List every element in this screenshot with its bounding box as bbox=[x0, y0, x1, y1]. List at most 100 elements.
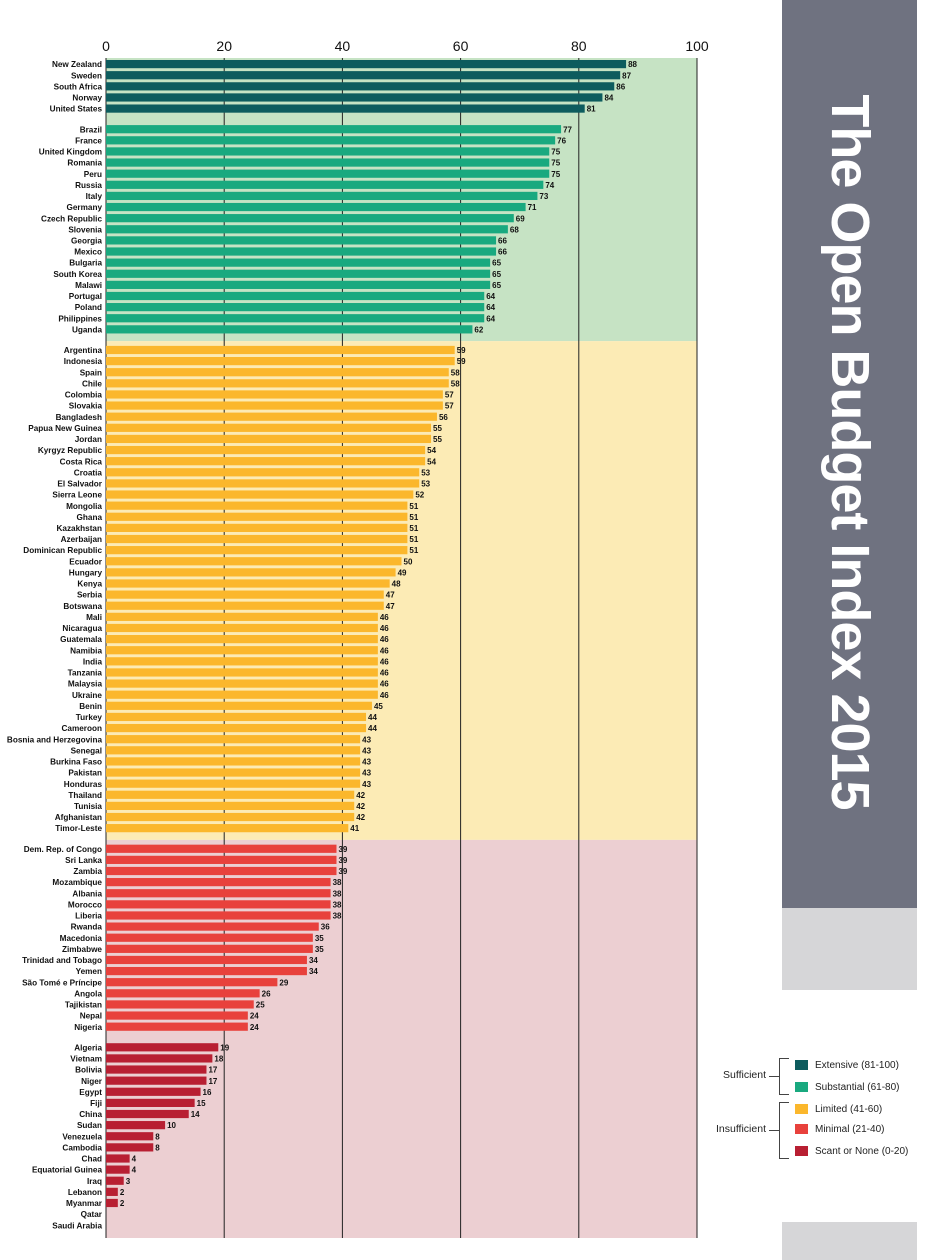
data-label: 49 bbox=[398, 568, 407, 577]
country-label: South Africa bbox=[54, 82, 103, 91]
data-label: 46 bbox=[380, 613, 389, 622]
country-label: Pakistan bbox=[68, 769, 102, 778]
data-label: 10 bbox=[167, 1121, 176, 1130]
country-label: Liberia bbox=[75, 912, 102, 921]
data-label: 2 bbox=[120, 1199, 125, 1208]
bar bbox=[106, 479, 420, 488]
country-label: Trinidad and Tobago bbox=[22, 956, 102, 965]
country-label: Poland bbox=[75, 303, 102, 312]
country-label: United Kingdom bbox=[39, 148, 102, 157]
bar bbox=[106, 60, 627, 69]
data-label: 75 bbox=[551, 159, 560, 168]
bar bbox=[106, 71, 621, 80]
data-label: 18 bbox=[214, 1055, 223, 1064]
country-label: Indonesia bbox=[64, 357, 103, 366]
bar bbox=[106, 590, 384, 599]
bar bbox=[106, 1000, 254, 1009]
country-label: Sweden bbox=[71, 71, 102, 80]
chart-title: The Open Budget Index 2015 bbox=[820, 94, 880, 810]
bar bbox=[106, 512, 408, 521]
country-label: Norway bbox=[72, 94, 102, 103]
legend-label: Minimal (21-40) bbox=[815, 1123, 885, 1135]
data-label: 81 bbox=[587, 105, 596, 114]
country-label: Dem. Rep. of Congo bbox=[24, 845, 102, 854]
country-label: Equatorial Guinea bbox=[32, 1166, 103, 1175]
country-label: Malaysia bbox=[68, 680, 103, 689]
country-label: Iraq bbox=[87, 1177, 102, 1186]
bar bbox=[106, 1022, 248, 1031]
bar bbox=[106, 812, 355, 822]
country-label: Egypt bbox=[79, 1088, 102, 1097]
country-label: Nigeria bbox=[74, 1023, 102, 1032]
data-label: 46 bbox=[380, 669, 389, 678]
data-label: 48 bbox=[392, 580, 401, 589]
bar bbox=[106, 468, 420, 477]
data-label: 62 bbox=[474, 325, 483, 334]
country-label: Argentina bbox=[64, 346, 103, 355]
country-label: Bulgaria bbox=[69, 259, 102, 268]
bar bbox=[106, 325, 473, 334]
bar bbox=[106, 1043, 219, 1052]
bar bbox=[106, 490, 414, 499]
legend-item: Extensive (81-100) bbox=[795, 1058, 899, 1072]
bar bbox=[106, 236, 497, 245]
data-label: 64 bbox=[486, 314, 495, 323]
bar bbox=[106, 746, 361, 755]
data-label: 86 bbox=[616, 82, 625, 91]
bar bbox=[106, 933, 313, 942]
bar bbox=[106, 768, 361, 777]
country-label: Slovakia bbox=[69, 402, 103, 411]
legend-bracket bbox=[779, 1102, 780, 1158]
country-label: Cameroon bbox=[62, 724, 103, 733]
data-label: 54 bbox=[427, 446, 436, 455]
bar bbox=[106, 104, 585, 113]
data-label: 75 bbox=[551, 170, 560, 179]
country-label: Chad bbox=[82, 1155, 102, 1164]
country-label: Brazil bbox=[80, 125, 102, 134]
country-label: Burkina Faso bbox=[50, 758, 102, 767]
bar bbox=[106, 345, 455, 355]
bar bbox=[106, 866, 337, 876]
country-label: Tanzania bbox=[68, 669, 103, 678]
bar bbox=[106, 225, 508, 234]
legend-bracket-tick bbox=[769, 1076, 779, 1077]
x-tick-label: 40 bbox=[335, 38, 351, 54]
country-label: Chile bbox=[82, 379, 102, 388]
data-label: 17 bbox=[208, 1066, 217, 1075]
legend-label: Substantial (61-80) bbox=[815, 1081, 900, 1093]
bar bbox=[106, 1121, 166, 1130]
title-banner-light bbox=[782, 908, 917, 990]
country-label: Afghanistan bbox=[55, 813, 102, 822]
data-label: 43 bbox=[362, 758, 371, 767]
country-label: Honduras bbox=[64, 780, 103, 789]
bar bbox=[106, 191, 538, 201]
data-label: 74 bbox=[545, 181, 554, 190]
data-label: 39 bbox=[338, 867, 347, 876]
bar bbox=[106, 855, 337, 864]
data-label: 19 bbox=[220, 1043, 229, 1052]
country-label: El Salvador bbox=[57, 480, 102, 489]
data-label: 29 bbox=[279, 978, 288, 987]
bar bbox=[106, 623, 378, 633]
legend-swatch bbox=[795, 1124, 808, 1134]
country-label: Mongolia bbox=[66, 502, 102, 511]
country-label: Fiji bbox=[90, 1099, 102, 1108]
data-label: 59 bbox=[457, 357, 466, 366]
data-label: 46 bbox=[380, 646, 389, 655]
bar bbox=[106, 690, 378, 699]
data-label: 16 bbox=[203, 1088, 212, 1097]
country-label: Ecuador bbox=[69, 557, 103, 566]
country-label: Niger bbox=[81, 1077, 103, 1086]
data-label: 88 bbox=[628, 60, 637, 69]
bar bbox=[106, 534, 408, 544]
data-label: 59 bbox=[457, 346, 466, 355]
bar bbox=[106, 169, 550, 178]
data-label: 43 bbox=[362, 769, 371, 778]
country-label: Zimbabwe bbox=[62, 945, 102, 954]
country-label: Azerbaijan bbox=[61, 535, 102, 544]
bar bbox=[106, 1165, 130, 1174]
country-label: Zambia bbox=[73, 867, 102, 876]
data-label: 36 bbox=[321, 923, 330, 932]
bar bbox=[106, 723, 367, 733]
country-label: Kazakhstan bbox=[56, 524, 102, 533]
